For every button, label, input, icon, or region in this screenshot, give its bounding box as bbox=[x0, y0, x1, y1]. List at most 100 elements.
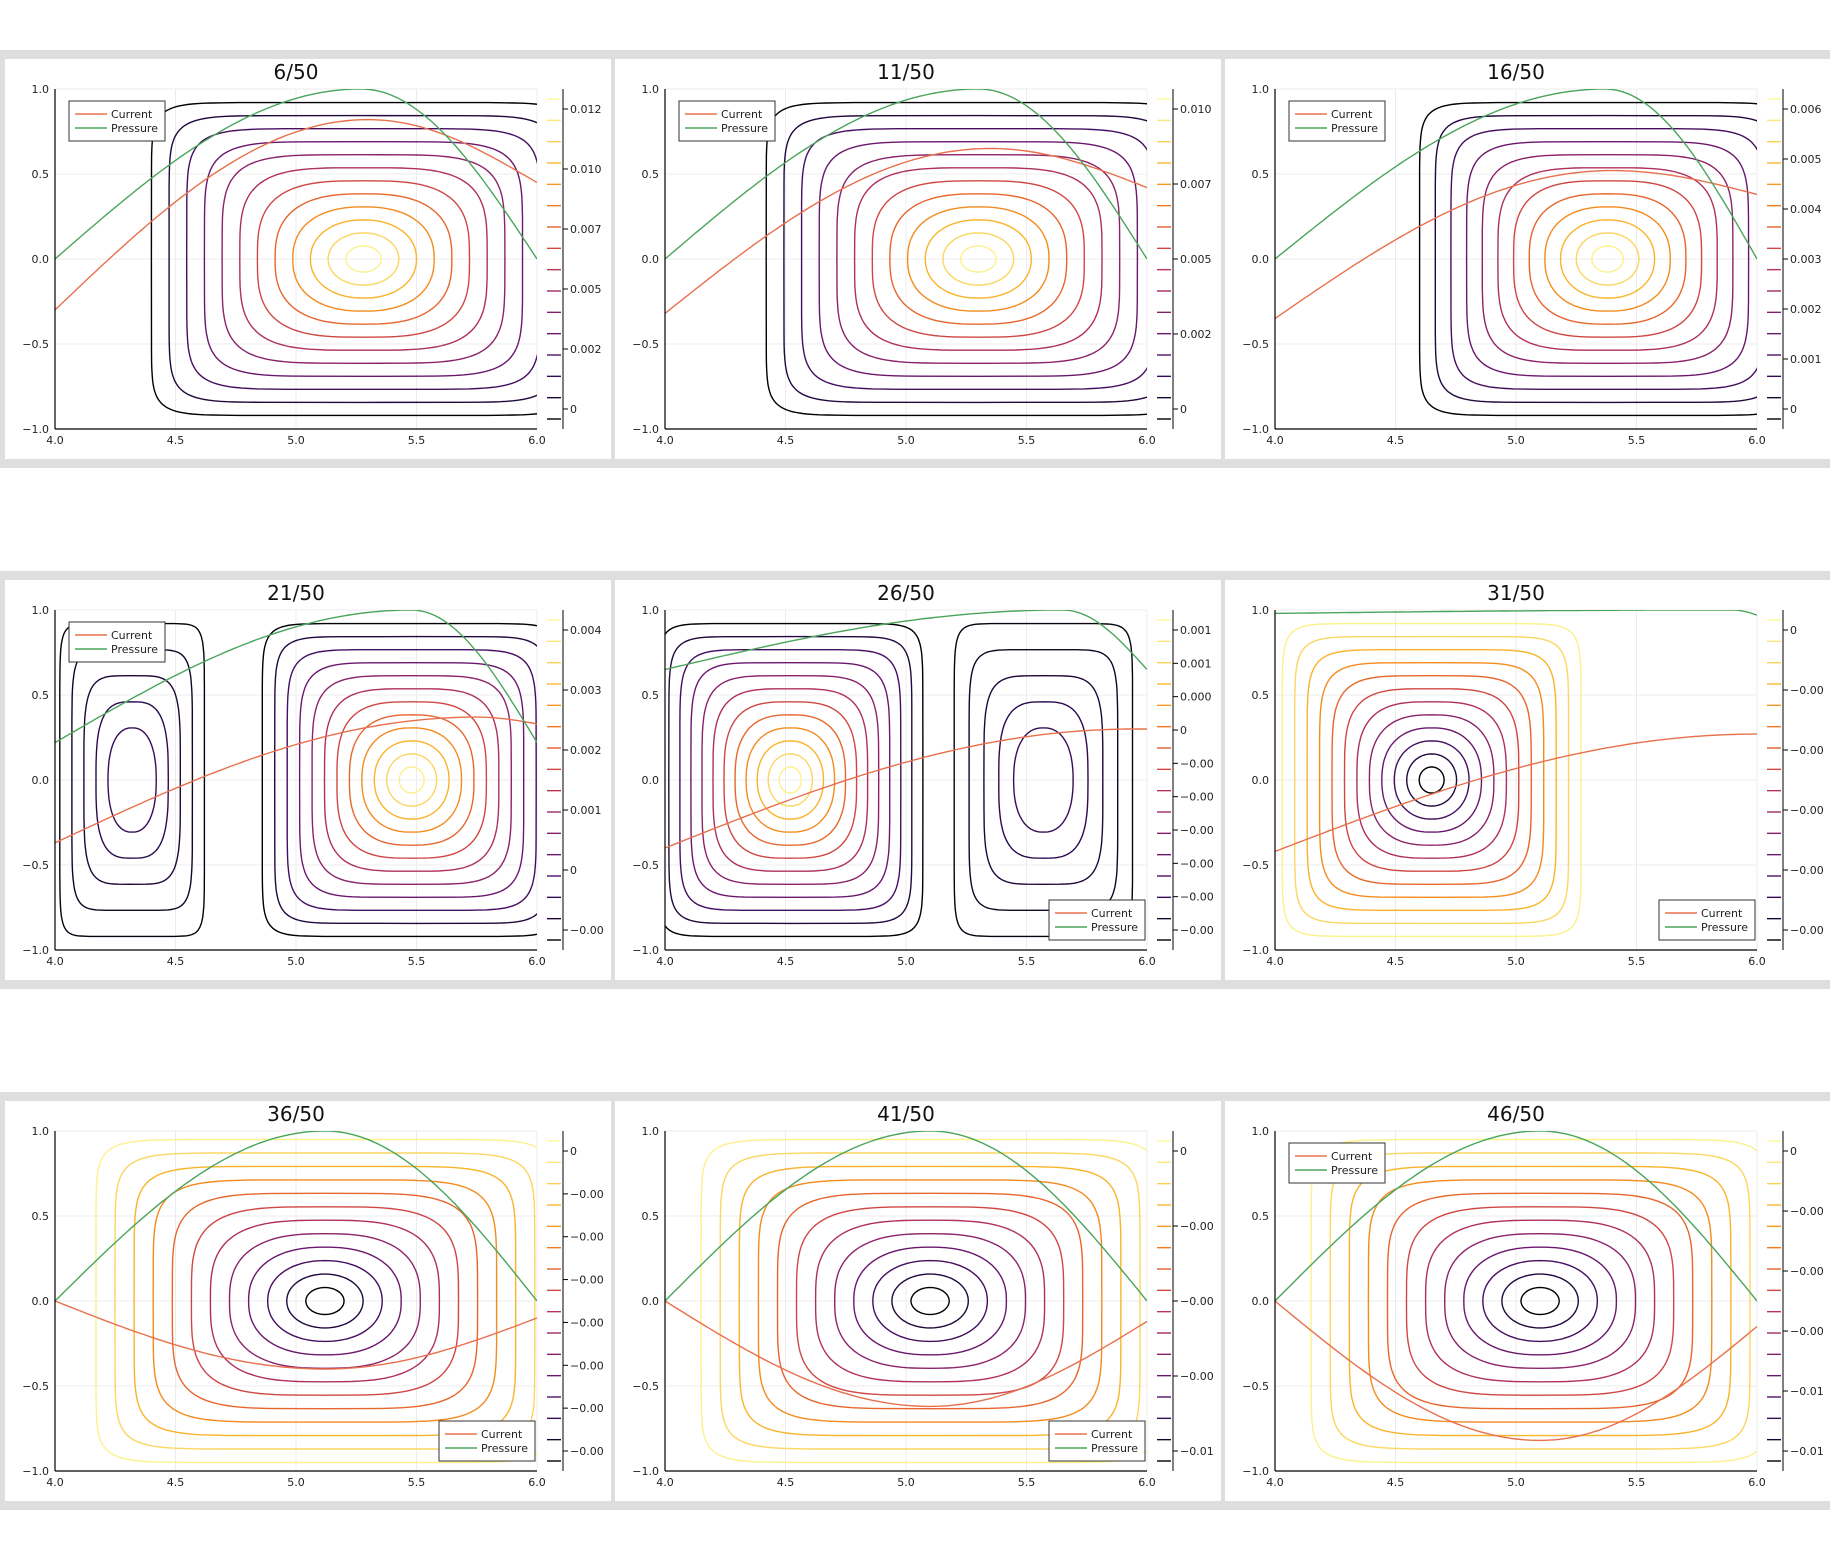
contour-line bbox=[906, 206, 1050, 312]
colorbar-tick-label: −0.00 bbox=[1180, 1295, 1214, 1308]
x-tick-label: 4.0 bbox=[656, 1476, 674, 1489]
series-line-pressure bbox=[665, 89, 1147, 260]
colorbar-tick-label: −0.00 bbox=[1180, 891, 1214, 904]
legend-label: Current bbox=[1331, 1150, 1373, 1163]
x-tick-label: 5.5 bbox=[1628, 434, 1646, 447]
panel-svg: 31/50 4.0 4.5 5.0 5.5 6.0 1.0 0.5 0.0 −0.5 −1.0 0 −0… bbox=[1242, 581, 1823, 968]
panel-title: 11/50 bbox=[877, 60, 935, 84]
panel-svg: 6/50 4.0 4.5 5.0 5.5 6.0 1.0 0.5 0.0 −0.5 −1.0 0.01… bbox=[22, 60, 602, 447]
contour-line bbox=[818, 140, 1139, 378]
series-line-current bbox=[665, 728, 1147, 849]
contour-line bbox=[800, 128, 1147, 390]
y-tick-label: −1.0 bbox=[22, 944, 49, 957]
contour-panel: 11/50 4.0 4.5 5.0 5.5 6.0 1.0 0.5 0.0 −0.5 −1.0 0.0… bbox=[615, 59, 1221, 459]
contour-line bbox=[723, 701, 858, 859]
contour-line bbox=[1481, 153, 1734, 365]
colorbar-tick-label: 0.003 bbox=[1790, 253, 1822, 266]
y-tick-label: 0.5 bbox=[32, 1210, 50, 1223]
colorbar-tick-label: 0.004 bbox=[1790, 203, 1822, 216]
series-line-pressure bbox=[1275, 610, 1757, 616]
x-tick-label: 4.5 bbox=[1387, 434, 1405, 447]
contour-line bbox=[1450, 128, 1757, 390]
colorbar-tick-label: 0.005 bbox=[570, 283, 602, 296]
legend-label: Current bbox=[1091, 1428, 1133, 1441]
panel-title: 31/50 bbox=[1487, 581, 1545, 605]
y-tick-label: 1.0 bbox=[1252, 604, 1270, 617]
y-tick-label: 1.0 bbox=[32, 1125, 50, 1138]
contour-line bbox=[71, 649, 194, 911]
contour-line bbox=[239, 167, 488, 351]
contour-line bbox=[1294, 635, 1570, 925]
contour-line bbox=[228, 1232, 422, 1370]
colorbar-tick-label: 0 bbox=[570, 1145, 577, 1158]
y-tick-label: −1.0 bbox=[632, 944, 659, 957]
contour-panel: 36/50 4.0 4.5 5.0 5.5 6.0 1.0 0.5 0.0 −0.5 −1.0 0 −0… bbox=[5, 1101, 611, 1501]
colorbar-tick-label: 0.012 bbox=[570, 103, 602, 116]
y-tick-label: 0.0 bbox=[1252, 253, 1270, 266]
contour-line bbox=[150, 101, 537, 417]
colorbar-tick-label: −0.00 bbox=[570, 1359, 604, 1372]
x-tick-label: 4.5 bbox=[777, 955, 795, 968]
colorbar-tick-label: 0.003 bbox=[570, 684, 602, 697]
x-tick-label: 6.0 bbox=[528, 434, 546, 447]
x-tick-label: 4.0 bbox=[1266, 1476, 1284, 1489]
y-tick-label: 1.0 bbox=[642, 83, 660, 96]
colorbar-tick-label: 0.001 bbox=[570, 804, 602, 817]
series-line-current bbox=[55, 118, 537, 311]
contour-line bbox=[1501, 1273, 1580, 1329]
colorbar-tick-label: 0 bbox=[1180, 403, 1187, 416]
colorbar-tick-label: 0 bbox=[1790, 1145, 1797, 1158]
contour-line bbox=[1405, 1206, 1675, 1396]
colorbar-tick-label: 0.002 bbox=[570, 744, 602, 757]
legend-box bbox=[1658, 899, 1756, 941]
x-tick-label: 4.0 bbox=[1266, 955, 1284, 968]
contour-line bbox=[1405, 753, 1458, 807]
y-tick-label: 0.5 bbox=[32, 168, 50, 181]
colorbar-tick-label: 0.002 bbox=[1180, 328, 1212, 341]
contour-line bbox=[998, 701, 1089, 859]
contour-line bbox=[745, 727, 836, 833]
y-tick-label: −1.0 bbox=[1242, 423, 1269, 436]
colorbar-tick-label: −0.00 bbox=[570, 1231, 604, 1244]
series-line-current bbox=[55, 1300, 537, 1370]
y-tick-label: −0.5 bbox=[1242, 859, 1269, 872]
colorbar: 0.006 0.005 0.004 0.003 0.002 0.001 0 bbox=[1767, 89, 1822, 429]
contour-line bbox=[1381, 727, 1483, 833]
panel-title: 6/50 bbox=[274, 60, 319, 84]
contour-line bbox=[1306, 649, 1557, 911]
contour-line bbox=[171, 1192, 479, 1410]
contour-line bbox=[323, 688, 500, 872]
contour-line bbox=[701, 674, 880, 886]
x-tick-label: 5.5 bbox=[408, 434, 426, 447]
series-line-current bbox=[55, 716, 537, 844]
contour-line bbox=[266, 1259, 383, 1343]
contour-line bbox=[95, 701, 170, 859]
colorbar-tick-label: −0.01 bbox=[1790, 1385, 1824, 1398]
x-tick-label: 6.0 bbox=[1138, 434, 1156, 447]
colorbar-tick-label: 0 bbox=[1180, 1145, 1187, 1158]
contour-line bbox=[1368, 714, 1495, 846]
x-tick-label: 6.0 bbox=[1748, 1476, 1766, 1489]
colorbar-tick-label: 0.007 bbox=[570, 223, 602, 236]
y-tick-label: 0.5 bbox=[1252, 168, 1270, 181]
colorbar: 0 −0.00 −0.00 −0.00 −0.01 −0.01 bbox=[1767, 1131, 1824, 1471]
contour-line bbox=[1559, 219, 1656, 299]
contour-line bbox=[311, 674, 513, 886]
contour-line bbox=[1343, 688, 1520, 872]
colorbar-tick-label: 0 bbox=[1790, 624, 1797, 637]
x-tick-label: 4.5 bbox=[167, 1476, 185, 1489]
x-tick-label: 5.5 bbox=[1628, 1476, 1646, 1489]
contour-line bbox=[778, 766, 803, 794]
series-line-pressure bbox=[665, 610, 1147, 671]
panel-svg: 46/50 4.0 4.5 5.0 5.5 6.0 1.0 0.5 0.0 −0.5 −1.0 0 −0… bbox=[1242, 1102, 1824, 1489]
contour-line bbox=[756, 740, 825, 820]
contour-line bbox=[1528, 193, 1687, 325]
contour-line bbox=[767, 753, 814, 807]
colorbar-tick-label: −0.00 bbox=[1180, 1220, 1214, 1233]
y-tick-label: −0.5 bbox=[22, 1380, 49, 1393]
contour-panel: 46/50 4.0 4.5 5.0 5.5 6.0 1.0 0.5 0.0 −0.5 −1.0 0 −0… bbox=[1225, 1101, 1830, 1501]
contour-group bbox=[765, 101, 1147, 417]
series-line-current bbox=[1275, 1300, 1757, 1442]
